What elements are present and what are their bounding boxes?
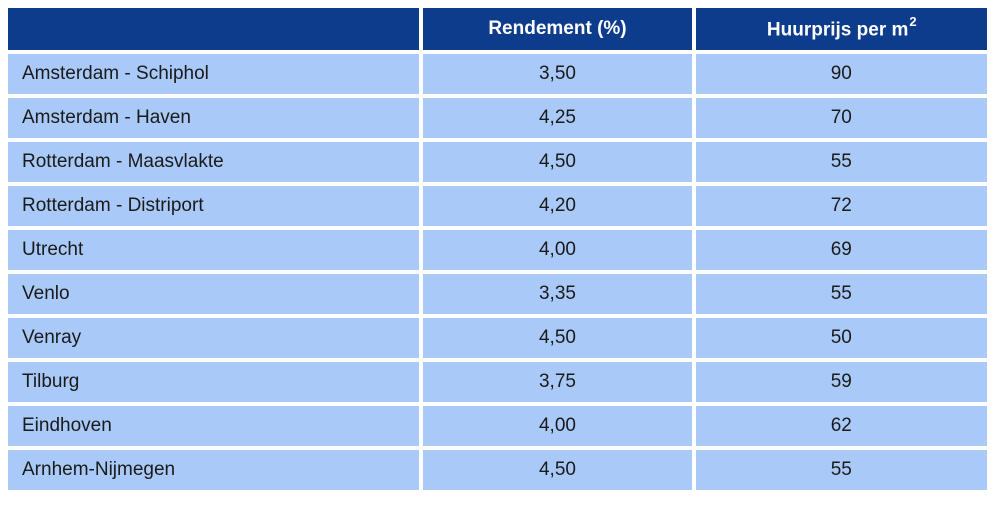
table-row: Tilburg 3,75 59 bbox=[8, 362, 987, 402]
table-row: Amsterdam - Schiphol 3,50 90 bbox=[8, 54, 987, 94]
rendement-cell: 3,35 bbox=[423, 274, 692, 314]
huurprijs-cell: 59 bbox=[695, 362, 987, 402]
header-location bbox=[8, 8, 420, 50]
table-row: Eindhoven 4,00 62 bbox=[8, 406, 987, 446]
header-rendement-label: Rendement (%) bbox=[488, 18, 627, 39]
table-row: Amsterdam - Haven 4,25 70 bbox=[8, 98, 987, 138]
rendement-cell: 4,50 bbox=[423, 318, 692, 358]
table-body: Amsterdam - Schiphol 3,50 90 Amsterdam -… bbox=[8, 54, 987, 490]
huurprijs-cell: 70 bbox=[695, 98, 987, 138]
header-huurprijs-superscript: 2 bbox=[909, 14, 917, 30]
rendement-cell: 4,20 bbox=[423, 186, 692, 226]
table-row: Arnhem-Nijmegen 4,50 55 bbox=[8, 450, 987, 490]
location-cell: Venlo bbox=[8, 274, 420, 314]
huurprijs-cell: 72 bbox=[695, 186, 987, 226]
huurprijs-cell: 50 bbox=[695, 318, 987, 358]
yield-rent-table: Rendement (%) Huurprijs per m2 Amsterdam… bbox=[4, 4, 991, 494]
rendement-cell: 4,25 bbox=[423, 98, 692, 138]
rendement-cell: 3,50 bbox=[423, 54, 692, 94]
location-cell: Arnhem-Nijmegen bbox=[8, 450, 420, 490]
huurprijs-cell: 69 bbox=[695, 230, 987, 270]
rendement-cell: 4,00 bbox=[423, 406, 692, 446]
table-row: Rotterdam - Distriport 4,20 72 bbox=[8, 186, 987, 226]
header-rendement: Rendement (%) bbox=[423, 8, 692, 50]
huurprijs-cell: 90 bbox=[695, 54, 987, 94]
location-cell: Venray bbox=[8, 318, 420, 358]
location-cell: Utrecht bbox=[8, 230, 420, 270]
header-huurprijs: Huurprijs per m2 bbox=[695, 8, 987, 50]
location-cell: Rotterdam - Distriport bbox=[8, 186, 420, 226]
table-row: Venray 4,50 50 bbox=[8, 318, 987, 358]
table-row: Venlo 3,35 55 bbox=[8, 274, 987, 314]
location-cell: Amsterdam - Schiphol bbox=[8, 54, 420, 94]
rendement-cell: 3,75 bbox=[423, 362, 692, 402]
huurprijs-cell: 62 bbox=[695, 406, 987, 446]
table-header: Rendement (%) Huurprijs per m2 bbox=[8, 8, 987, 50]
header-huurprijs-label: Huurprijs per m bbox=[766, 19, 909, 41]
huurprijs-cell: 55 bbox=[695, 450, 987, 490]
location-cell: Eindhoven bbox=[8, 406, 420, 446]
table-row: Utrecht 4,00 69 bbox=[8, 230, 987, 270]
header-row: Rendement (%) Huurprijs per m2 bbox=[8, 8, 987, 50]
huurprijs-cell: 55 bbox=[695, 142, 987, 182]
rendement-cell: 4,50 bbox=[423, 450, 692, 490]
location-cell: Amsterdam - Haven bbox=[8, 98, 420, 138]
location-cell: Tilburg bbox=[8, 362, 420, 402]
huurprijs-cell: 55 bbox=[695, 274, 987, 314]
rendement-cell: 4,50 bbox=[423, 142, 692, 182]
table-row: Rotterdam - Maasvlakte 4,50 55 bbox=[8, 142, 987, 182]
location-cell: Rotterdam - Maasvlakte bbox=[8, 142, 420, 182]
rendement-cell: 4,00 bbox=[423, 230, 692, 270]
